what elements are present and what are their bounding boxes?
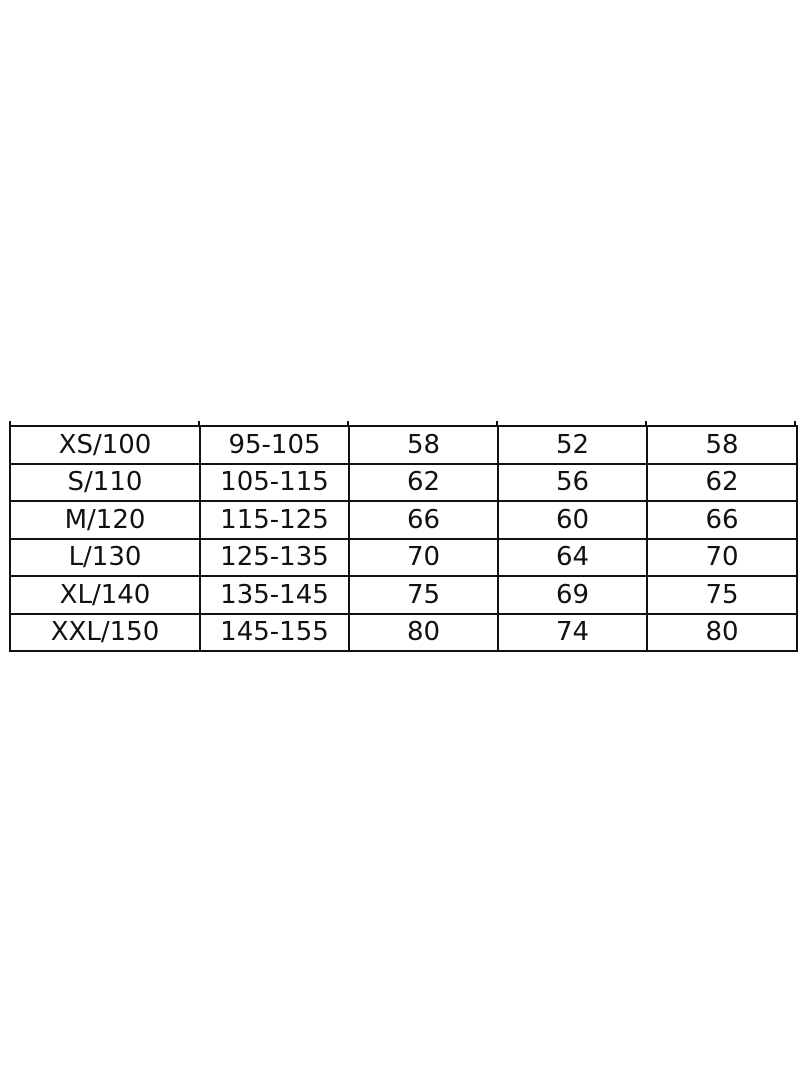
- border-overhang: [645, 421, 647, 426]
- measurement-cell: 105-115: [199, 462, 350, 502]
- size-cell: XL/140: [9, 575, 201, 615]
- size-cell: M/120: [9, 500, 201, 540]
- table-row: XXL/150 145-155 80 74 80: [9, 612, 798, 652]
- measurement-cell: 135-145: [199, 575, 350, 615]
- size-cell: S/110: [9, 462, 201, 502]
- border-overhang: [347, 421, 349, 426]
- table-row: L/130 125-135 70 64 70: [9, 537, 798, 577]
- measurement-cell: 56: [497, 462, 648, 502]
- border-overhang: [794, 421, 796, 426]
- measurement-cell: 62: [646, 462, 798, 502]
- measurement-cell: 80: [348, 612, 499, 652]
- measurement-cell: 70: [348, 537, 499, 577]
- measurement-cell: 69: [497, 575, 648, 615]
- table-row: S/110 105-115 62 56 62: [9, 462, 798, 502]
- table-row: XL/140 135-145 75 69 75: [9, 575, 798, 615]
- measurement-cell: 62: [348, 462, 499, 502]
- measurement-cell: 66: [348, 500, 499, 540]
- measurement-cell: 58: [348, 425, 499, 465]
- measurement-cell: 60: [497, 500, 648, 540]
- measurement-cell: 70: [646, 537, 798, 577]
- measurement-cell: 125-135: [199, 537, 350, 577]
- measurement-cell: 52: [497, 425, 648, 465]
- measurement-cell: 145-155: [199, 612, 350, 652]
- measurement-cell: 115-125: [199, 500, 350, 540]
- table-row: XS/100 95-105 58 52 58: [9, 425, 798, 465]
- measurement-cell: 95-105: [199, 425, 350, 465]
- size-cell: XS/100: [9, 425, 201, 465]
- measurement-cell: 74: [497, 612, 648, 652]
- table-row: M/120 115-125 66 60 66: [9, 500, 798, 540]
- measurement-cell: 75: [348, 575, 499, 615]
- measurement-cell: 80: [646, 612, 798, 652]
- measurement-cell: 66: [646, 500, 798, 540]
- measurement-cell: 75: [646, 575, 798, 615]
- size-cell: L/130: [9, 537, 201, 577]
- border-overhang: [9, 421, 11, 426]
- border-overhang: [198, 421, 200, 426]
- size-table: XS/100 95-105 58 52 58 S/110 105-115 62 56 62 M/12…: [9, 425, 798, 652]
- measurement-cell: 58: [646, 425, 798, 465]
- measurement-cell: 64: [497, 537, 648, 577]
- border-overhang: [496, 421, 498, 426]
- size-cell: XXL/150: [9, 612, 201, 652]
